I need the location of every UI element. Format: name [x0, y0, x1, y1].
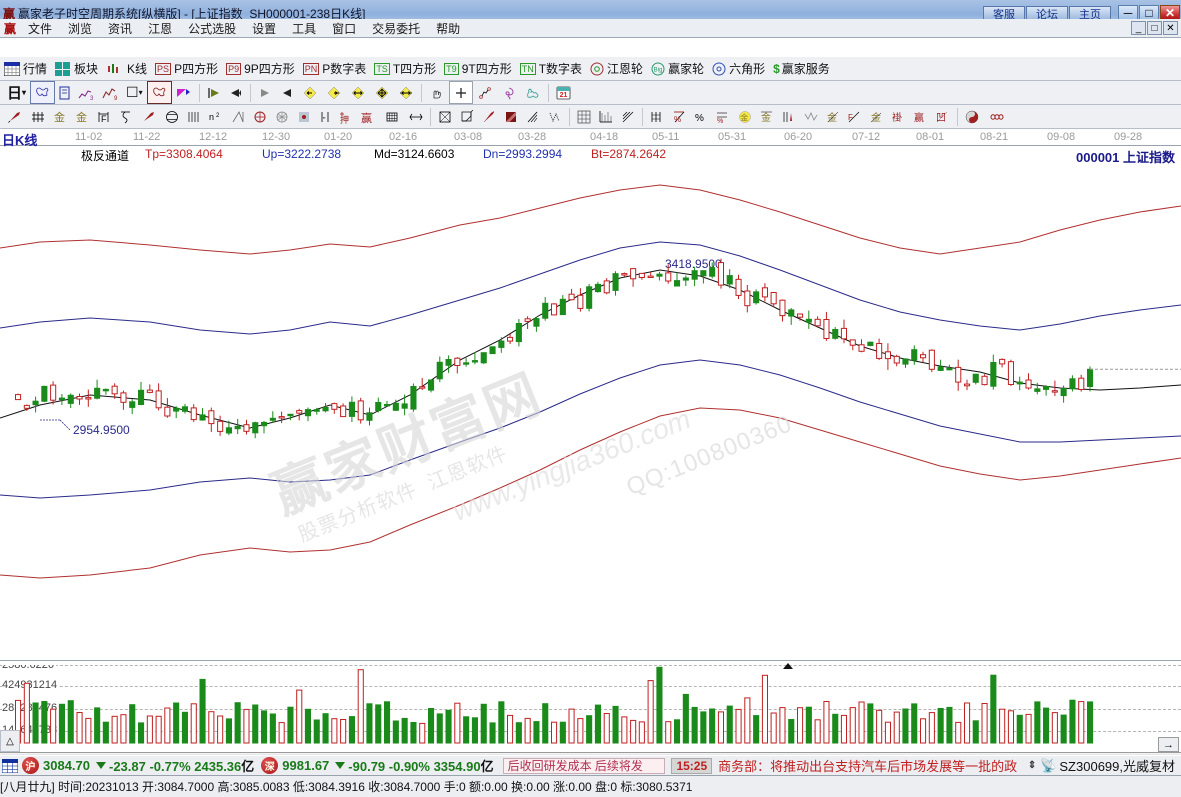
svg-text:%: % [695, 113, 704, 124]
svg-text:3: 3 [90, 96, 94, 100]
svg-text:Big: Big [654, 67, 663, 73]
svg-text:F: F [848, 113, 853, 122]
svg-text:9: 9 [114, 96, 118, 100]
svg-text:F: F [101, 114, 107, 124]
svg-text:赢: 赢 [914, 111, 924, 124]
svg-text:金: 金 [740, 112, 748, 122]
svg-text:褂: 褂 [892, 111, 902, 124]
svg-text:押: 押 [340, 114, 349, 124]
svg-text:21: 21 [559, 92, 567, 99]
svg-text:金: 金 [761, 111, 771, 124]
svg-text:%: % [674, 115, 681, 124]
svg-text:金: 金 [76, 110, 87, 124]
svg-text:金: 金 [54, 110, 65, 124]
svg-text:2954.9500: 2954.9500 [73, 423, 130, 437]
svg-text:": " [323, 117, 326, 124]
svg-text:n: n [209, 112, 214, 122]
svg-text:2: 2 [216, 113, 220, 119]
svg-text:赢: 赢 [361, 111, 372, 124]
svg-text:金: 金 [827, 111, 837, 124]
svg-text:%: % [717, 118, 723, 124]
